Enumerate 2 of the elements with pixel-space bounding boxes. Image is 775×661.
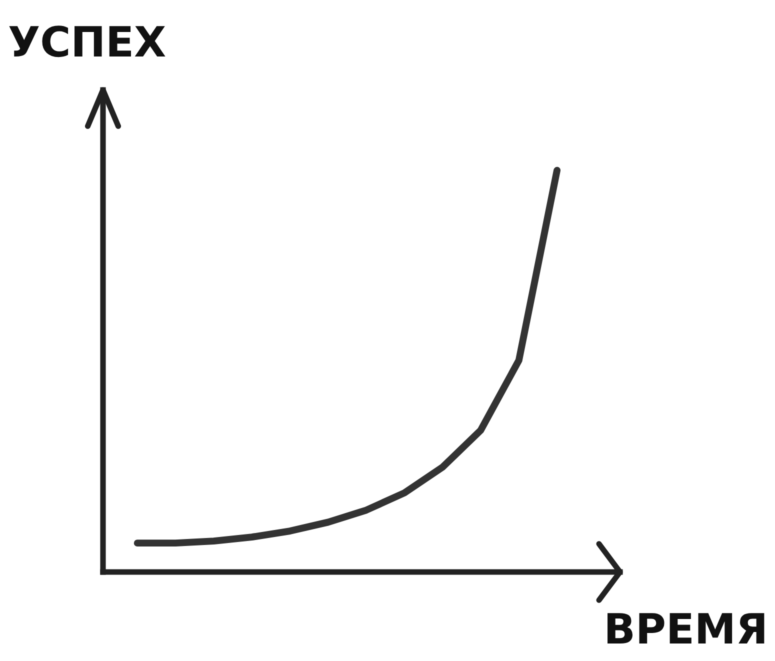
- y-axis-title: УСПЕХ: [9, 26, 166, 58]
- x-axis-title: ВРЕМЯ: [608, 613, 764, 644]
